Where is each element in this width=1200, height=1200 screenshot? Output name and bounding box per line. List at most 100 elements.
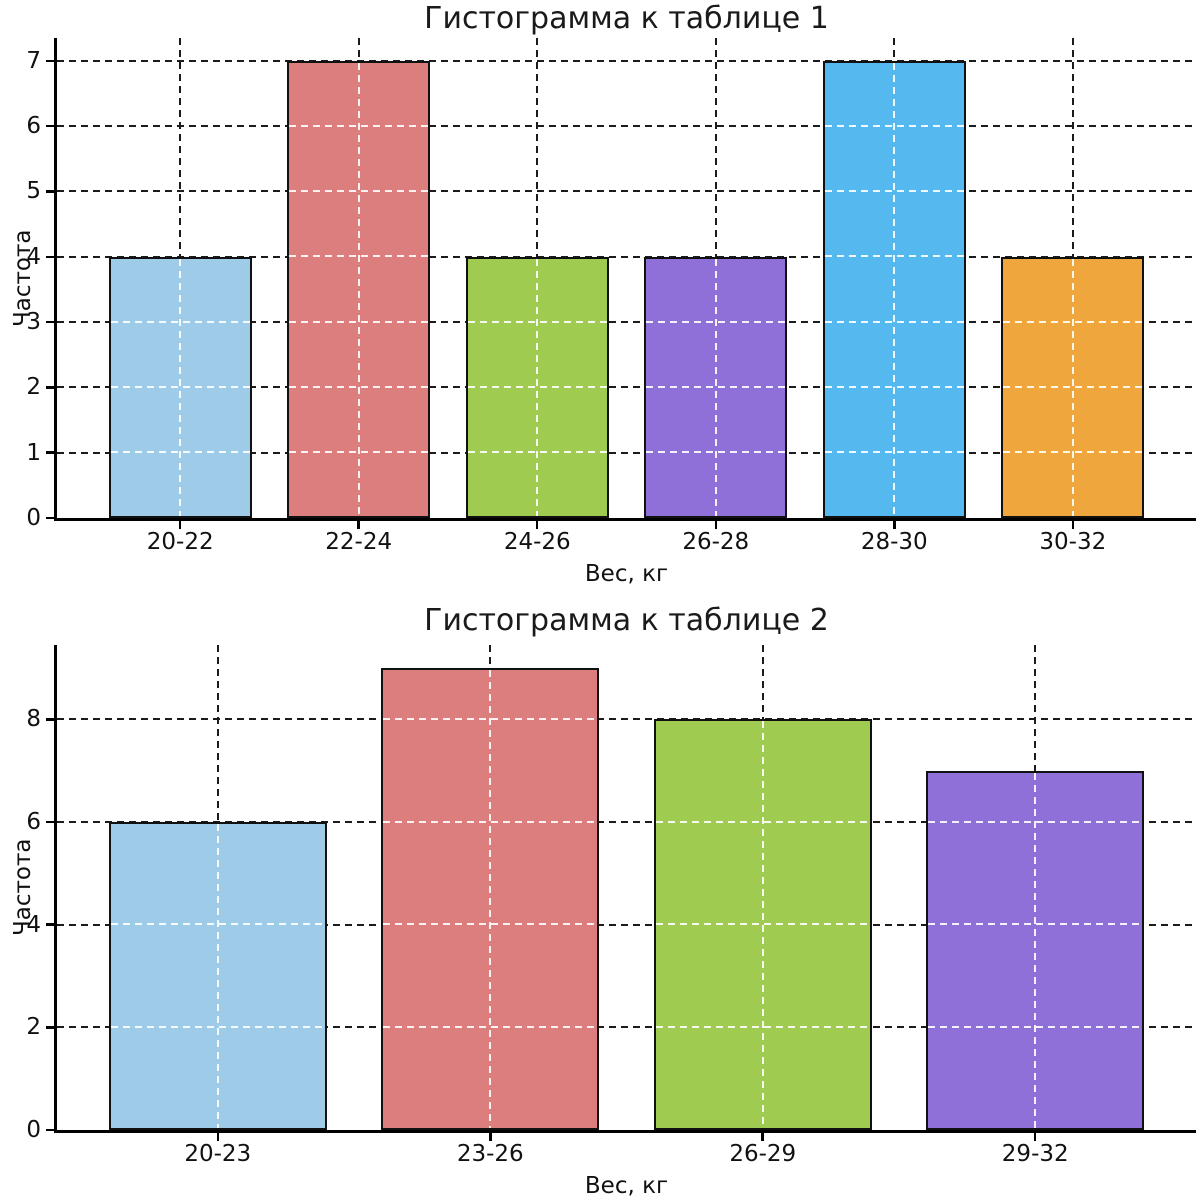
chart-title: Гистограмма к таблице 2 <box>424 603 829 638</box>
bar-inner-gridline-horizontal <box>110 451 250 454</box>
x-axis-spine <box>54 518 1196 521</box>
y-tick <box>46 59 54 63</box>
bar-22-24 <box>287 60 431 518</box>
bar-24-26 <box>465 256 609 518</box>
x-tick-label: 22-24 <box>325 529 393 555</box>
x-tick <box>489 1133 492 1141</box>
bar-inner-gridline-horizontal <box>383 820 598 823</box>
bar-inner-gridline-horizontal <box>289 189 429 192</box>
y-axis-spine <box>54 645 57 1133</box>
x-axis-label: Вес, кг <box>584 561 669 587</box>
bar-inner-gridline-horizontal <box>110 385 250 388</box>
bar-inner-gridline-horizontal <box>655 1025 870 1028</box>
y-tick-label: 0 <box>26 1117 41 1143</box>
gridline-vertical <box>1034 645 1037 1130</box>
bar-26-28 <box>644 256 788 518</box>
bar-inner-gridline-horizontal <box>1003 451 1143 454</box>
y-tick <box>46 718 54 721</box>
x-tick-label: 20-23 <box>184 1141 252 1167</box>
gridline-horizontal <box>57 190 1196 193</box>
gridline-horizontal <box>57 321 1196 324</box>
bar-26-29 <box>653 719 872 1130</box>
bar-inner-gridline-horizontal <box>824 320 964 323</box>
bar-inner-gridline-horizontal <box>824 255 964 258</box>
y-tick <box>46 820 54 824</box>
x-axis-spine <box>54 1130 1196 1133</box>
bar-inner-gridline-horizontal <box>646 320 786 323</box>
y-tick-label: 2 <box>26 374 41 401</box>
bar-20-23 <box>108 822 327 1130</box>
plot-area <box>57 38 1196 518</box>
y-tick <box>46 451 54 454</box>
x-tick-label: 29-32 <box>1001 1141 1069 1167</box>
y-tick <box>46 124 54 128</box>
gridline-horizontal <box>57 386 1196 389</box>
x-tick-label: 30-32 <box>1039 529 1107 555</box>
gridline-horizontal <box>57 821 1196 824</box>
bar-inner-gridline-horizontal <box>110 923 325 926</box>
y-tick <box>46 1128 54 1132</box>
y-tick <box>46 320 54 324</box>
bar-inner-gridline-horizontal <box>824 124 964 127</box>
gridline-vertical <box>761 645 764 1130</box>
y-tick-label: 4 <box>26 911 41 938</box>
gridline-horizontal <box>57 451 1196 454</box>
bar-20-22 <box>108 256 252 518</box>
y-tick <box>46 923 54 926</box>
gridline-vertical <box>179 38 182 518</box>
x-tick <box>357 521 360 529</box>
chart-title: Гистограмма к таблице 1 <box>424 1 829 36</box>
bar-inner-gridline-horizontal <box>646 385 786 388</box>
y-axis-spine <box>54 38 57 521</box>
bar-inner-gridline-horizontal <box>289 124 429 127</box>
x-tick <box>714 521 717 529</box>
bar-inner-gridline-vertical <box>893 62 896 516</box>
bar-inner-gridline-horizontal <box>467 385 607 388</box>
bar-inner-gridline-vertical <box>489 670 492 1128</box>
x-tick-label: 26-28 <box>682 529 750 555</box>
x-tick-label: 23-26 <box>456 1141 524 1167</box>
bar-inner-gridline-vertical <box>1071 258 1074 516</box>
gridline-horizontal <box>57 718 1196 721</box>
bar-inner-gridline-vertical <box>179 258 182 516</box>
bar-inner-gridline-horizontal <box>289 451 429 454</box>
bar-inner-gridline-horizontal <box>467 451 607 454</box>
gridline-vertical <box>536 38 539 518</box>
x-tick <box>216 1133 220 1141</box>
x-tick <box>761 1133 764 1141</box>
gridline-horizontal <box>57 125 1196 128</box>
y-axis-label: Частота <box>10 229 36 327</box>
x-tick-label: 26-29 <box>729 1141 797 1167</box>
plot-area <box>57 645 1196 1130</box>
bar-inner-gridline-horizontal <box>289 255 429 258</box>
bar-inner-gridline-horizontal <box>289 385 429 388</box>
y-axis-label: Частота <box>10 838 36 937</box>
bar-29-32 <box>926 770 1145 1130</box>
bar-inner-gridline-horizontal <box>655 820 870 823</box>
x-tick-label: 28-30 <box>860 529 928 555</box>
bar-inner-gridline-vertical <box>714 258 717 516</box>
gridline-vertical <box>893 38 896 518</box>
bar-inner-gridline-horizontal <box>646 451 786 454</box>
bar-inner-gridline-horizontal <box>110 1025 325 1028</box>
x-tick <box>893 521 896 529</box>
y-tick-label: 2 <box>26 1014 41 1041</box>
gridline-vertical <box>489 645 492 1130</box>
x-tick <box>178 521 182 529</box>
y-tick-label: 7 <box>26 47 41 74</box>
y-tick-label: 0 <box>26 505 41 531</box>
bar-inner-gridline-horizontal <box>383 923 598 926</box>
bar-inner-gridline-horizontal <box>467 320 607 323</box>
bar-inner-gridline-horizontal <box>824 385 964 388</box>
bar-inner-gridline-horizontal <box>383 1025 598 1028</box>
y-tick-label: 3 <box>26 309 41 336</box>
gridline-vertical <box>1071 38 1074 518</box>
bar-inner-gridline-vertical <box>536 258 539 516</box>
x-tick-label: 20-22 <box>146 529 214 555</box>
gridline-vertical <box>357 38 360 518</box>
bar-inner-gridline-horizontal <box>1003 320 1143 323</box>
x-axis-label: Вес, кг <box>584 1173 669 1199</box>
gridline-horizontal <box>57 255 1196 258</box>
